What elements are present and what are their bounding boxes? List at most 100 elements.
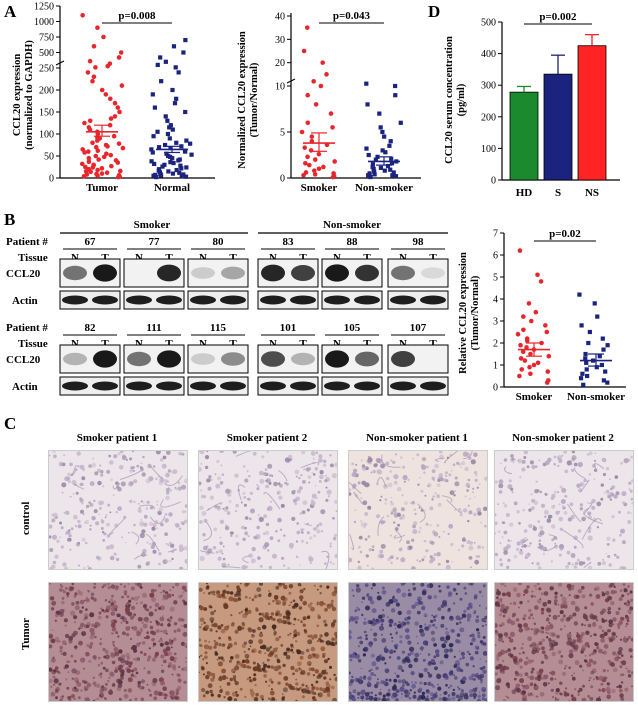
data-point	[90, 140, 95, 146]
y-tick-label: 250	[39, 64, 54, 75]
chart-a1-ccl20-expression: 0 50 100 150 200 250 500 750 1000 1250 Tumor Normal…	[12, 2, 215, 194]
y-tick-label: 200	[39, 86, 54, 97]
patient-number: 107	[410, 322, 427, 334]
data-point	[320, 60, 326, 65]
data-point	[83, 164, 88, 170]
data-point	[577, 292, 582, 297]
actin-band	[126, 381, 152, 391]
ccl20-band	[157, 264, 181, 282]
data-point	[151, 134, 156, 139]
ihc-column-title: Smoker patient 1	[76, 432, 158, 444]
lane-t: T	[101, 252, 109, 264]
ihc-column-title: Non-smoker patient 1	[366, 432, 468, 444]
data-point	[162, 162, 167, 167]
data-point	[391, 170, 396, 175]
group-label-nonsmoker: Non-smoker	[323, 219, 381, 231]
lane-n: N	[71, 338, 79, 350]
data-point	[592, 301, 597, 306]
data-point	[113, 158, 119, 163]
data-point	[173, 65, 178, 70]
data-point	[164, 151, 169, 156]
data-point	[111, 133, 117, 139]
data-point	[533, 309, 539, 315]
data-point	[108, 116, 114, 121]
row1-actin-label: Actin	[12, 295, 38, 307]
data-point	[378, 165, 384, 170]
ccl20-band	[291, 352, 315, 366]
data-point	[112, 114, 118, 119]
ccl20-band	[325, 350, 349, 368]
data-point	[90, 78, 95, 84]
actin-band	[260, 381, 286, 391]
data-point	[108, 152, 114, 158]
y-tick-label: 0	[280, 174, 285, 185]
data-point	[307, 162, 312, 168]
data-point	[309, 134, 315, 139]
data-point	[150, 92, 155, 97]
data-point	[149, 147, 154, 152]
x-tick-label: Non-smoker	[567, 391, 625, 403]
data-point	[528, 351, 533, 357]
actin-band	[126, 295, 152, 305]
data-point	[154, 175, 159, 180]
data-point	[365, 102, 370, 107]
data-point	[158, 55, 163, 60]
data-point	[519, 367, 525, 372]
data-point	[156, 167, 162, 172]
data-point	[93, 153, 99, 159]
data-point	[174, 96, 179, 101]
y-axis-label-line1: Normalized CCL20 expression	[237, 31, 248, 169]
x-tick-label: Smoker	[301, 182, 338, 194]
lane-n: N	[399, 252, 407, 264]
data-point	[82, 120, 87, 126]
data-point	[387, 143, 392, 148]
data-point	[330, 125, 335, 130]
lane-t: T	[165, 252, 173, 264]
ihc-image-tumor-1	[48, 582, 188, 702]
data-point	[584, 367, 589, 372]
ccl20-band	[93, 350, 117, 368]
data-point	[304, 25, 310, 30]
ccl20-band	[355, 264, 379, 282]
data-point	[378, 125, 383, 130]
data-point	[316, 166, 322, 172]
ihc-column-title: Non-smoker patient 2	[512, 432, 614, 444]
x-tick-label: Smoker	[516, 391, 553, 403]
data-point	[521, 314, 526, 319]
patient-number: 111	[146, 322, 161, 334]
lane-t: T	[363, 252, 371, 264]
data-point	[299, 129, 305, 135]
data-point	[578, 376, 584, 381]
data-point	[86, 166, 91, 172]
data-point	[103, 142, 109, 148]
ccl20-band	[325, 264, 349, 282]
data-point	[586, 340, 591, 346]
ihc-image-control-1	[48, 450, 188, 570]
patient-number: 67	[85, 236, 97, 248]
ihc-texture	[199, 583, 337, 701]
panel-label-a: A	[4, 2, 17, 21]
data-point	[91, 44, 97, 49]
data-point	[603, 369, 608, 374]
ccl20-band	[391, 265, 415, 281]
data-point	[182, 148, 188, 153]
y-tick-label: 400	[481, 49, 496, 60]
data-point	[587, 329, 592, 335]
data-point	[99, 166, 105, 171]
group-label-smoker: Smoker	[134, 219, 171, 231]
ccl20-band	[93, 264, 117, 282]
y-tick-label: 1	[493, 361, 498, 372]
data-point	[167, 125, 172, 130]
ihc-image-control-4	[494, 450, 634, 570]
data-point	[364, 146, 369, 151]
data-point	[176, 70, 181, 75]
data-point	[526, 301, 532, 306]
actin-band	[62, 381, 88, 391]
y-tick-label: 150	[39, 108, 54, 119]
y-tick-label: 2	[493, 339, 498, 350]
ihc-image-tumor-4	[494, 582, 634, 702]
y-tick-label: 1250	[34, 2, 54, 13]
data-point	[597, 354, 602, 359]
ccl20-band	[421, 353, 445, 365]
data-point	[184, 138, 189, 143]
